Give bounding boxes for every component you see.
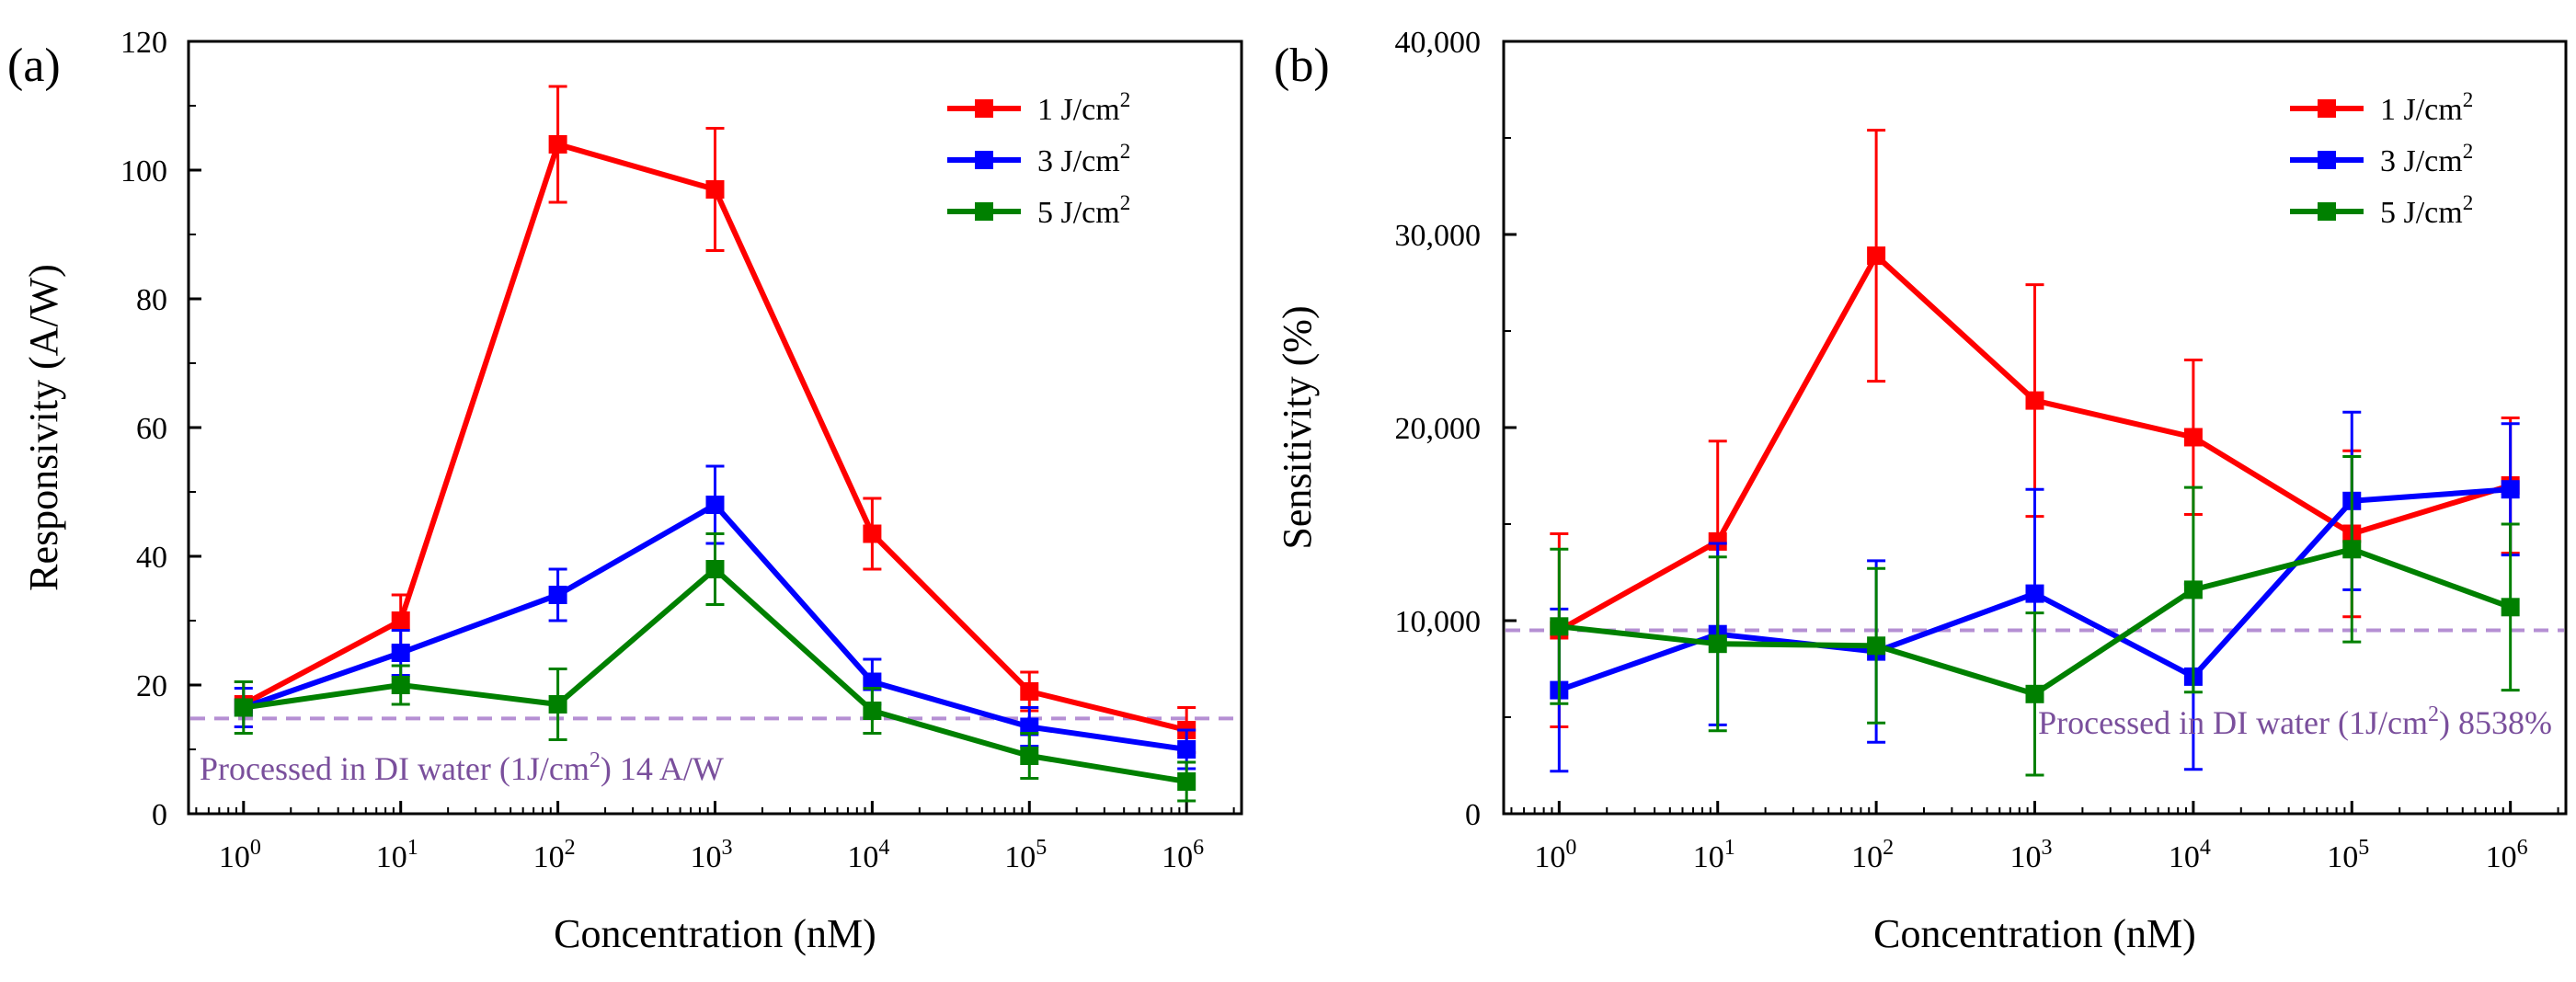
data-point [391,644,410,662]
data-point [1550,617,1569,636]
data-point [1708,634,1727,654]
legend-marker [2318,99,2336,118]
chart-panel-b: (b) 0 10,000 20,000 30,000 40,000 100 101 102 103… [1274,26,2568,956]
x-tick-label: 100 [219,836,261,874]
data-point [2183,580,2203,599]
data-point [705,180,725,199]
y-tick-label: 20 [136,669,167,703]
data-point [2501,598,2520,617]
x-axis-title: Concentration (nM) [554,911,876,956]
data-point [548,586,567,604]
legend-entry: 3 J/cm2 [947,140,1130,178]
data-point [2025,584,2044,603]
data-point [234,698,253,717]
y-tick-label: 40 [136,541,167,575]
chart-panel-a: (a) 0 20 40 60 80 100 120 100 101 102 103 104 105 106 C… [7,26,1243,956]
legend-marker [975,202,993,221]
x-tick-label: 106 [1162,836,1204,874]
y-tick-label: 0 [152,798,167,832]
reference-label: Processed in DI water (1J/cm2) 14 A/W [200,748,724,787]
y-tick-label: 10,000 [1395,605,1482,639]
series-3 [234,532,1196,803]
data-point [1177,740,1196,759]
legend-label: 3 J/cm2 [1037,140,1130,178]
data-point [705,496,725,514]
x-axis-title: Concentration (nM) [1873,911,2196,956]
y-axis-title: Sensitivity (%) [1275,305,1320,549]
data-point [1867,246,1886,266]
legend-label: 5 J/cm2 [2380,191,2473,230]
x-tick-label: 103 [691,836,733,874]
data-point [863,702,882,720]
legend-label: 5 J/cm2 [1037,191,1130,230]
data-point [1867,636,1886,656]
panel-label: (b) [1274,40,1330,92]
x-tick-label: 101 [1693,836,1735,874]
legend-entry: 5 J/cm2 [947,191,1130,230]
legend-entry: 1 J/cm2 [947,88,1130,127]
series-1 [234,85,1196,754]
legend-entry: 5 J/cm2 [2290,191,2473,230]
x-tick-label: 100 [1534,836,1576,874]
y-tick-label: 80 [136,283,167,317]
legend-label: 1 J/cm2 [2380,88,2473,127]
data-point [2025,684,2044,703]
data-point [2342,540,2362,559]
data-point [2501,480,2520,499]
data-point [1708,531,1727,551]
x-tick-label: 102 [533,836,576,874]
series-3 [1550,455,2520,777]
legend-marker [2318,202,2336,221]
legend-label: 1 J/cm2 [1037,88,1130,127]
data-point [2183,428,2203,447]
legend-marker [975,99,993,118]
x-tick-label: 104 [847,836,889,874]
data-point [548,135,567,154]
series-2 [234,464,1196,771]
data-point [1177,772,1196,791]
y-tick-label: 30,000 [1395,219,1482,253]
y-tick-label: 0 [1465,798,1481,832]
x-tick-label: 103 [2010,836,2053,874]
x-tick-label: 102 [1851,836,1894,874]
legend-entry: 1 J/cm2 [2290,88,2473,127]
y-tick-label: 60 [136,412,167,446]
x-tick-label: 105 [1004,836,1047,874]
x-tick-label: 104 [2169,836,2211,874]
data-point [1020,682,1039,701]
reference-label: Processed in DI water (1J/cm2) 8538% [2038,702,2552,741]
legend-label: 3 J/cm2 [2380,140,2473,178]
data-point [705,560,725,578]
data-point [1020,747,1039,765]
data-point [863,524,882,543]
y-tick-label: 100 [120,154,167,188]
x-tick-label: 106 [2486,836,2528,874]
data-point [391,676,410,694]
legend-marker [2318,151,2336,169]
data-point [391,611,410,630]
data-point [2025,391,2044,410]
data-point [548,695,567,714]
legend-entry: 3 J/cm2 [2290,140,2473,178]
x-tick-label: 105 [2327,836,2369,874]
panel-label: (a) [7,40,61,92]
y-tick-label: 40,000 [1395,26,1482,60]
x-tick-label: 101 [376,836,418,874]
y-tick-label: 20,000 [1395,412,1482,446]
y-axis-title: Responsivity (A/W) [21,264,66,591]
y-tick-label: 120 [120,26,167,60]
data-point [1020,717,1039,736]
legend-marker [975,151,993,169]
data-point [863,672,882,691]
